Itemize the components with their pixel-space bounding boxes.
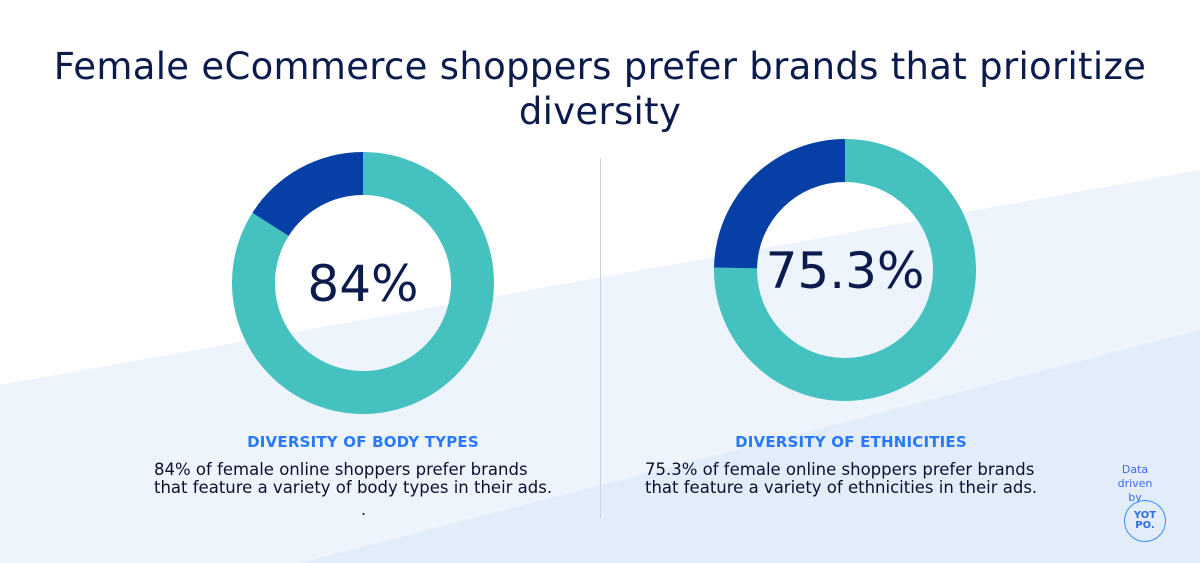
heading-body-types: DIVERSITY OF BODY TYPES [247, 433, 479, 451]
donut-center-label: 75.3% [766, 242, 925, 300]
donut-segment-share [714, 139, 976, 401]
yotpo-logo: YOT PO. [1124, 500, 1166, 542]
divider [600, 158, 601, 518]
trailing-dot: . [361, 500, 367, 519]
donut-chart-body-types: 84% [231, 152, 494, 414]
donut-center-label: 84% [307, 255, 418, 313]
donut-segment-remainder [714, 138, 845, 269]
heading-ethnicities: DIVERSITY OF ETHNICITIES [735, 433, 967, 451]
page-title: Female eCommerce shoppers prefer brands … [53, 45, 1147, 133]
data-credit: Data driven by [1117, 463, 1153, 504]
donut-chart-ethnicities: 75.3% [714, 138, 976, 401]
donut-segment-share [231, 152, 494, 414]
donut-segment-remainder [252, 152, 363, 236]
description-body-types: 84% of female online shoppers prefer bra… [154, 460, 553, 497]
description-ethnicities: 75.3% of female online shoppers prefer b… [645, 460, 1038, 497]
